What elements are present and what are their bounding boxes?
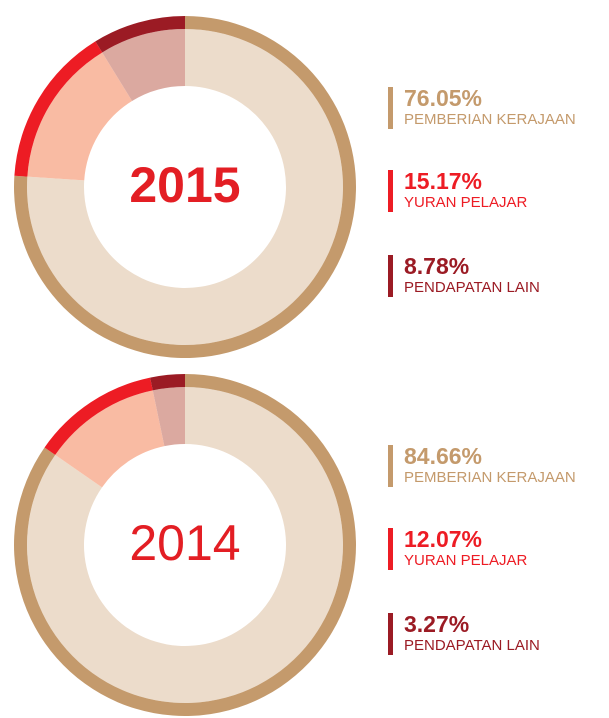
legend-bar [388, 528, 393, 570]
legend-value: 8.78% [404, 253, 469, 279]
legend-value: 3.27% [404, 611, 469, 637]
legend-bar [388, 87, 393, 129]
segment-inner [102, 29, 185, 101]
legend-value: 84.66% [404, 443, 482, 469]
segment-outer [150, 374, 185, 391]
legend-name: PEMBERIAN KERAJAAN [404, 111, 576, 128]
center-label: 2014 [129, 515, 240, 571]
legend-name: PENDAPATAN LAIN [404, 279, 540, 296]
legend-bar [388, 255, 393, 297]
segment-inner [27, 29, 344, 345]
segment-outer [95, 16, 185, 53]
center-label: 2015 [129, 157, 240, 213]
segment-inner [27, 52, 133, 181]
segment-inner [152, 387, 185, 447]
segment-outer [14, 41, 103, 177]
legend-value: 15.17% [404, 168, 482, 194]
legend-name: PENDAPATAN LAIN [404, 637, 540, 654]
legend-bar [388, 445, 393, 487]
legend-name: YURAN PELAJAR [404, 194, 528, 211]
segment-outer [44, 377, 153, 455]
legend-name: YURAN PELAJAR [404, 552, 528, 569]
legend-value: 76.05% [404, 85, 482, 111]
segment-inner [26, 387, 344, 703]
legend-bar [388, 613, 393, 655]
legend-value: 12.07% [404, 526, 482, 552]
legend-name: PEMBERIAN KERAJAAN [404, 469, 576, 486]
legend-bar [388, 170, 393, 212]
segment-inner [55, 390, 165, 488]
